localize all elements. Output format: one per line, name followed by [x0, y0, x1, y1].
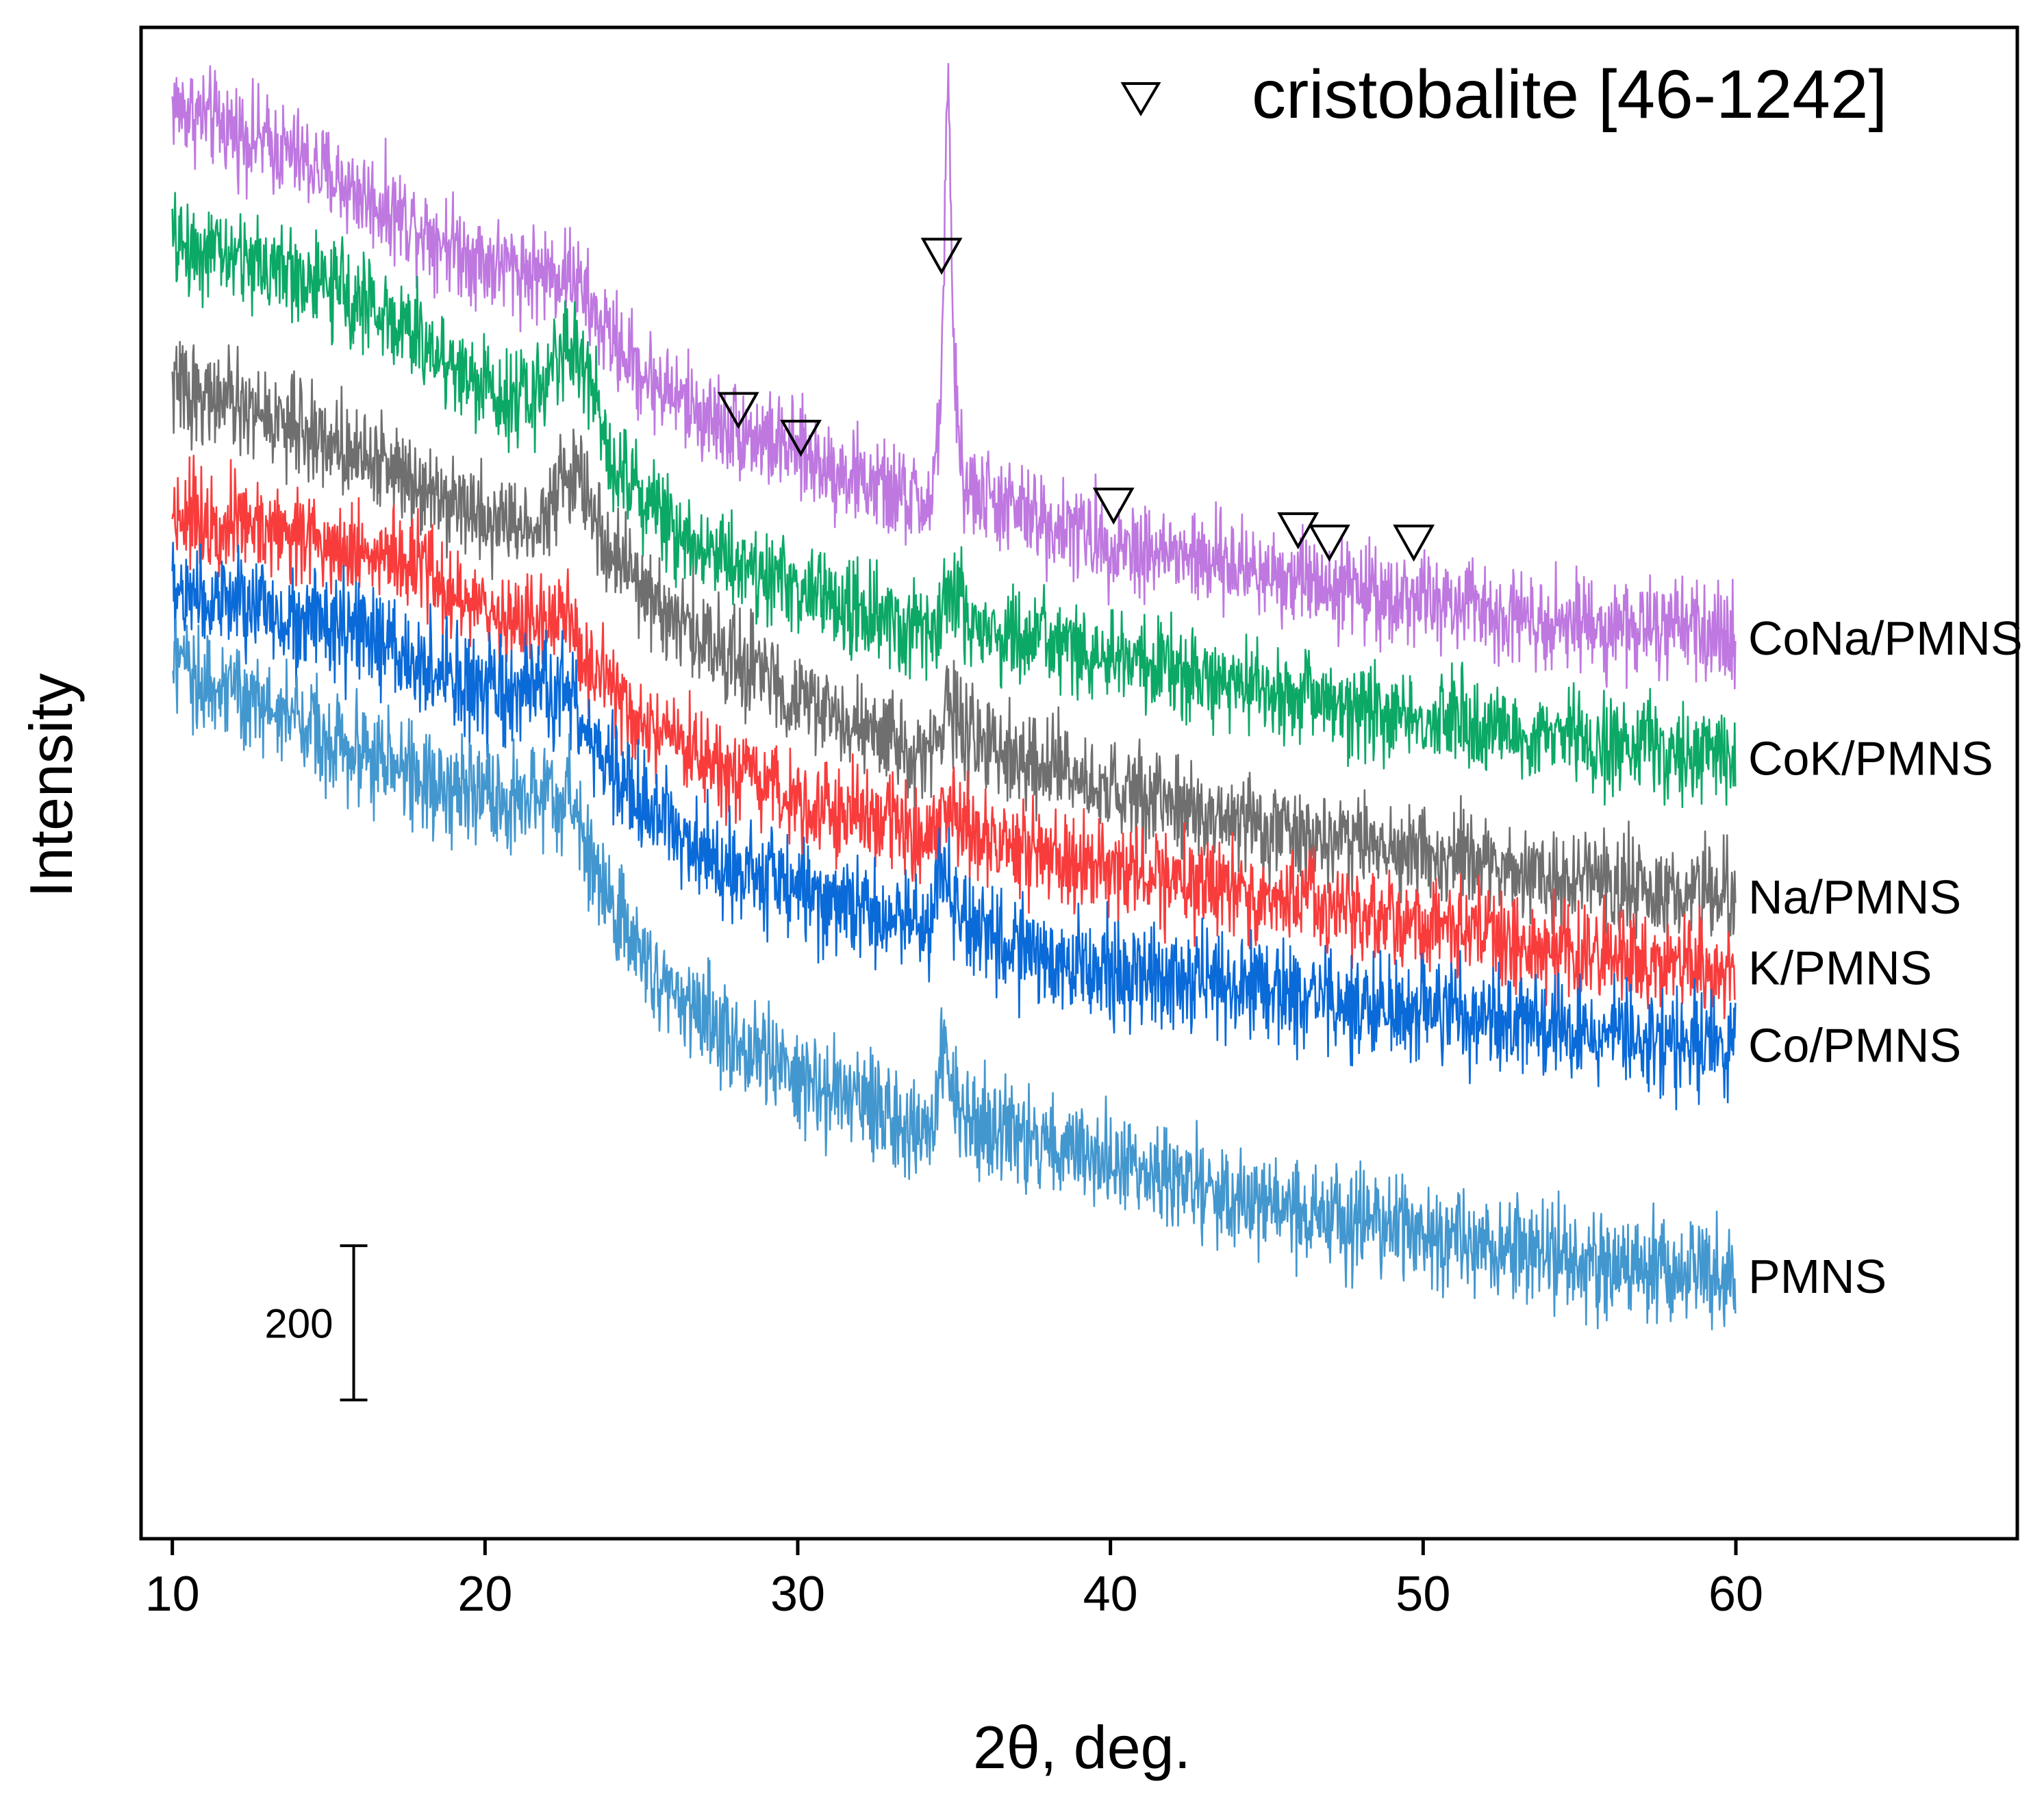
x-tick-label-40: 40: [1083, 1567, 1138, 1622]
series-label-cona-pmns: CoNa/PMNS: [1748, 612, 2023, 665]
cristobalite-marker-4: [1092, 488, 1135, 525]
legend-label: cristobalite [46-1242]: [1252, 56, 1887, 133]
cristobalite-marker-6: [1308, 525, 1350, 562]
series-line-k-pmns: [171, 455, 1736, 1020]
legend-marker-triangle-icon: [1120, 82, 1161, 116]
series-line-na-pmns: [171, 340, 1737, 948]
series-line-co-pmns: [171, 542, 1737, 1111]
series-layer: CoNa/PMNS CoK/PMNS Na/PMNS K/PMNS Co/PMNS PMN…: [171, 62, 2023, 1331]
annotation-layer: [717, 238, 1435, 562]
legend: cristobalite [46-1242]: [1120, 56, 1887, 133]
series-line-cona-pmns: [171, 62, 1737, 690]
x-tick-label-60: 60: [1708, 1567, 1763, 1622]
cristobalite-marker-1: [717, 392, 759, 429]
cristobalite-marker-3: [920, 238, 963, 275]
x-axis-ticks: 10 20 30 40 50 60: [145, 1539, 1763, 1622]
cristobalite-marker-7: [1393, 525, 1435, 562]
x-tick-label-30: 30: [770, 1567, 825, 1622]
scale-bar-label: 200: [264, 1301, 333, 1347]
series-label-k-pmns: K/PMNS: [1748, 942, 1932, 995]
x-tick-label-50: 50: [1396, 1567, 1450, 1622]
plot-frame: [139, 25, 2019, 1541]
series-label-cok-pmns: CoK/PMNS: [1748, 731, 1993, 785]
series-label-pmns: PMNS: [1748, 1250, 1887, 1303]
scale-bar: 200: [264, 1244, 368, 1402]
cristobalite-marker-5: [1277, 512, 1320, 550]
y-axis-title: Intensity: [17, 673, 85, 898]
series-line-pmns: [172, 618, 1737, 1331]
x-axis-title: 2θ, deg.: [973, 1713, 1191, 1781]
series-label-na-pmns: Na/PMNS: [1748, 870, 1961, 924]
x-tick-label-20: 20: [457, 1567, 512, 1622]
x-tick-label-10: 10: [145, 1567, 200, 1622]
cristobalite-marker-2: [780, 420, 822, 457]
series-label-co-pmns: Co/PMNS: [1748, 1018, 1961, 1072]
series-line-cok-pmns: [171, 192, 1737, 808]
